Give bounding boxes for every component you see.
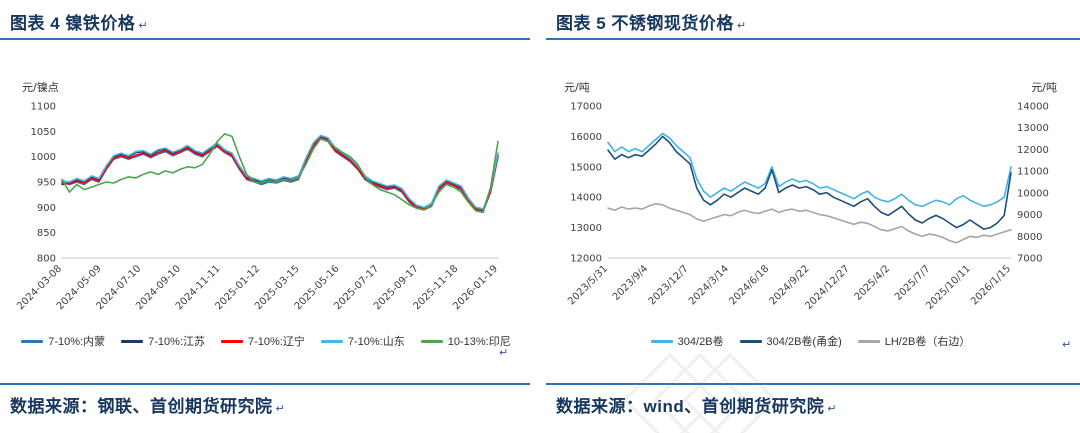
legend-item: 304/2B卷 <box>650 333 724 349</box>
legend-item: 7-10%:辽宁 <box>221 333 305 349</box>
chart4-title-text: 图表 4 镍铁价格 <box>10 14 136 33</box>
legend-item: 7-10%:内蒙 <box>21 333 105 349</box>
svg-text:14000: 14000 <box>1017 102 1049 113</box>
legend-item: 304/2B卷(甬金) <box>739 333 842 349</box>
nickel-iron-price-chart: 8008509009501000105011002024-03-082024-0… <box>16 80 500 312</box>
svg-text:8000: 8000 <box>1017 232 1042 243</box>
svg-text:17000: 17000 <box>570 102 602 113</box>
watermark-logo <box>622 352 778 433</box>
svg-text:9000: 9000 <box>1017 210 1042 221</box>
svg-text:元/镍点: 元/镍点 <box>22 80 59 94</box>
legend-label: 7-10%:山东 <box>347 336 405 348</box>
data-source-left: 数据来源：钢联、首创期货研究院 ↵ <box>10 392 285 417</box>
svg-text:2024/3/14: 2024/3/14 <box>687 263 731 307</box>
svg-text:元/吨: 元/吨 <box>564 81 590 94</box>
svg-text:元/吨: 元/吨 <box>1031 81 1057 94</box>
legend-line-swatch <box>420 339 443 343</box>
chart5-title-text: 图表 5 不锈钢现货价格 <box>556 14 734 33</box>
data-source-right-text: 数据来源：wind、首创期货研究院 <box>556 397 825 416</box>
svg-text:13000: 13000 <box>570 223 602 234</box>
legend-label: 7-10%:江苏 <box>148 336 205 348</box>
svg-text:1000: 1000 <box>31 152 56 163</box>
return-mark: ↵ <box>138 20 149 32</box>
return-mark: ↵ <box>736 20 747 32</box>
svg-text:2025/7/7: 2025/7/7 <box>893 263 933 303</box>
legend-line-swatch <box>320 339 343 343</box>
svg-text:2023/9/4: 2023/9/4 <box>611 263 651 303</box>
svg-text:1100: 1100 <box>31 102 56 113</box>
legend-line-swatch <box>857 339 880 343</box>
legend-label: 304/2B卷(甬金) <box>766 336 842 348</box>
svg-text:800: 800 <box>37 254 56 265</box>
svg-text:850: 850 <box>37 228 56 239</box>
svg-text:7000: 7000 <box>1017 254 1042 265</box>
footer-rule-right <box>546 383 1080 385</box>
svg-text:1050: 1050 <box>31 127 56 138</box>
svg-text:16000: 16000 <box>570 132 602 143</box>
legend-item: 7-10%:江苏 <box>121 333 205 349</box>
return-mark: ↵ <box>827 403 837 415</box>
legend-item: LH/2B卷（右边） <box>857 333 971 349</box>
svg-text:10000: 10000 <box>1017 188 1049 199</box>
legend-label: 10-13%:印尼 <box>447 336 511 348</box>
legend-line-swatch <box>650 339 673 343</box>
svg-text:2025/4/2: 2025/4/2 <box>853 263 893 303</box>
data-source-left-text: 数据来源：钢联、首创期货研究院 <box>10 397 273 416</box>
header-rule-left <box>0 38 530 40</box>
legend-line-swatch <box>221 339 243 343</box>
svg-text:2024/9/22: 2024/9/22 <box>768 263 812 307</box>
legend-line-swatch <box>121 339 144 343</box>
legend-line-swatch <box>21 339 44 343</box>
legend-item: 7-10%:山东 <box>320 333 405 349</box>
legend-item: 10-13%:印尼 <box>420 333 511 349</box>
return-mark: ↵ <box>1062 339 1072 351</box>
header-rule-right <box>546 38 1080 40</box>
return-mark: ↵ <box>499 347 509 359</box>
svg-text:2023/5/31: 2023/5/31 <box>566 263 610 307</box>
legend-label: 7-10%:内蒙 <box>48 336 106 348</box>
footer-rule-left <box>0 383 530 385</box>
svg-text:12000: 12000 <box>570 254 602 265</box>
data-source-right: 数据来源：wind、首创期货研究院 ↵ <box>556 392 837 417</box>
stainless-chart-legend: 304/2B卷 304/2B卷(甬金) LH/2B卷（右边） <box>558 333 1063 349</box>
legend-label: 304/2B卷 <box>677 336 724 348</box>
svg-text:2023/12/7: 2023/12/7 <box>647 263 691 307</box>
svg-text:11000: 11000 <box>1017 167 1049 178</box>
svg-text:14000: 14000 <box>570 193 602 204</box>
svg-text:13000: 13000 <box>1017 123 1049 134</box>
svg-text:15000: 15000 <box>570 162 602 173</box>
nickel-iron-chart-legend: 7-10%:内蒙 7-10%:江苏 7-10%:辽宁 7-10%:山东 10-13%:印… <box>16 333 516 349</box>
stainless-steel-spot-price-chart: 12000 13000 14000 15000 16000 17000 7000 8000 90… <box>564 81 1057 312</box>
svg-text:950: 950 <box>37 178 56 189</box>
svg-text:12000: 12000 <box>1017 145 1049 156</box>
chart4-title: 图表 4 镍铁价格 ↵ <box>10 9 148 34</box>
svg-text:2024/6/18: 2024/6/18 <box>727 263 771 307</box>
return-mark: ↵ <box>275 403 286 415</box>
legend-label: LH/2B卷（右边） <box>884 336 971 348</box>
chart5-title: 图表 5 不锈钢现货价格 ↵ <box>556 9 747 34</box>
legend-line-swatch <box>739 339 762 343</box>
svg-text:2026/1/15: 2026/1/15 <box>969 263 1013 307</box>
svg-text:900: 900 <box>37 203 56 214</box>
legend-label: 7-10%:辽宁 <box>248 336 305 348</box>
